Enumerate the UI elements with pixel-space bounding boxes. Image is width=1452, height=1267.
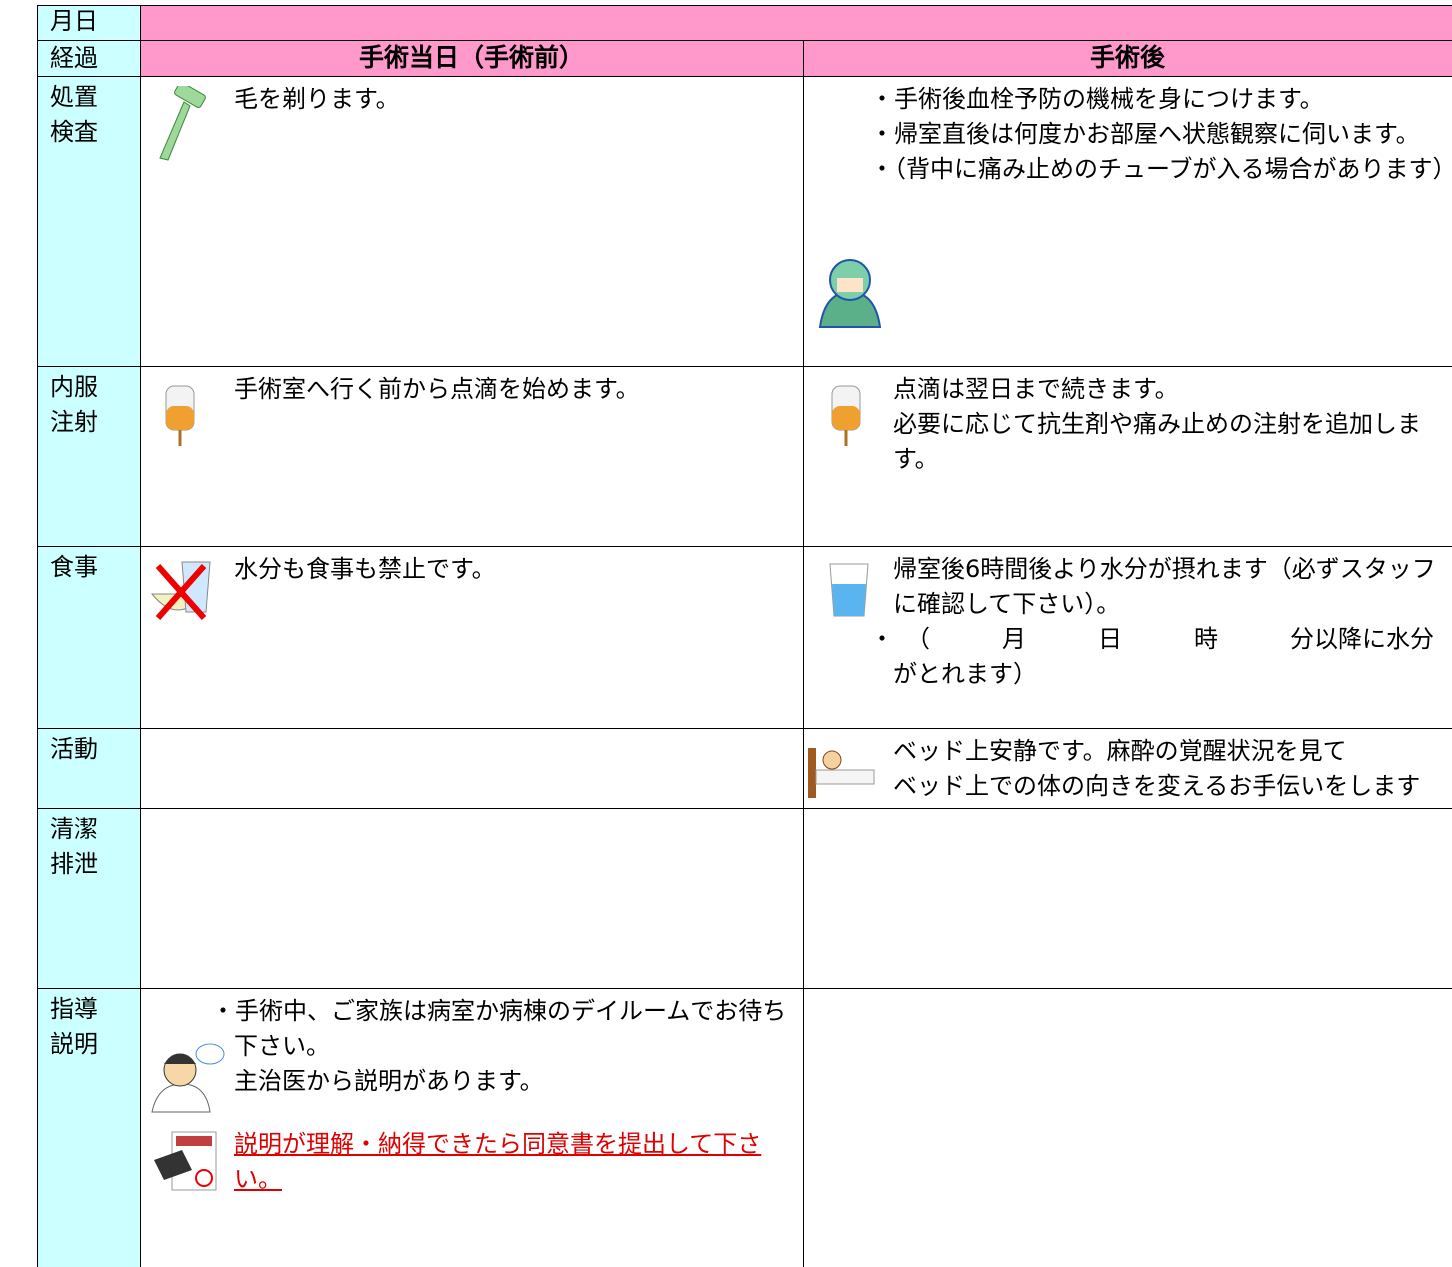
body-cell: [803, 808, 1452, 989]
date-cell: [140, 5, 1452, 41]
row-label-line: 活動: [50, 735, 98, 763]
label-cell: [37, 988, 141, 1267]
row-label-line: 食事: [50, 553, 98, 581]
row-label-line: 清潔: [50, 815, 98, 843]
text-line: 毛を剃ります。: [234, 85, 400, 113]
label-cell: [37, 76, 141, 367]
text-line: 水分も食事も禁止です。: [234, 555, 496, 583]
no-food-icon: [150, 561, 211, 620]
before-text: 水分も食事も禁止です。: [234, 552, 794, 587]
water-icon: [829, 563, 869, 617]
text-line: 主治医から説明があります。: [234, 1067, 544, 1095]
text-line: ・手術中、ご家族は病室か病棟のデイルームでお待ち下さい。: [211, 997, 787, 1060]
text-line: 必要に応じて抗生剤や痛み止めの注射を追加します。: [893, 410, 1421, 473]
row-label: 食事: [50, 550, 98, 585]
row-label: 内服 注射: [50, 370, 98, 440]
row-label-line: 内服: [50, 373, 98, 401]
doctor-icon: [151, 1043, 225, 1113]
text-line: ベッド上での体の向きを変えるお手伝いをします: [893, 772, 1421, 800]
body-cell: [803, 988, 1452, 1267]
razor-icon: [159, 86, 206, 161]
text-line: ・ （ 月 日 時 分以降に水分がとれます）: [870, 625, 1434, 688]
text-line: ・帰室直後は何度かお部屋へ状態観察に伺います。: [870, 120, 1420, 148]
nurse-icon: [818, 259, 882, 328]
iv-icon: [165, 385, 195, 446]
text-line: 手術室へ行く前から点滴を始めます。: [234, 375, 640, 403]
row-label-line: 排泄: [50, 850, 98, 878]
row-label-line: 説明: [50, 1030, 98, 1058]
progress-label-cell: [37, 40, 141, 77]
row-label: 処置 検査: [50, 80, 98, 150]
column-header: 手術後: [1089, 43, 1165, 72]
bed-icon: [808, 748, 875, 798]
body-cell: [140, 808, 804, 989]
before-text: 手術室へ行く前から点滴を始めます。: [234, 372, 794, 407]
iv-icon: [831, 385, 861, 446]
text-line: 点滴は翌日まで続きます。: [893, 375, 1179, 403]
text-line: ・（背中に痛み止めのチューブが入る場合があります）: [870, 155, 1452, 183]
row-label-line: 指導: [50, 995, 98, 1023]
consent-notice: 説明が理解・納得できたら同意書を提出して下さい。: [234, 1130, 762, 1193]
date-label: 月日: [50, 7, 98, 35]
progress-label: 経過: [50, 44, 98, 72]
row-label-line: 注射: [50, 408, 98, 436]
row-label: 指導 説明: [50, 992, 98, 1062]
body-cell: [140, 76, 804, 367]
text-line: ・手術後血栓予防の機械を身につけます。: [870, 85, 1324, 113]
after-text: 点滴は翌日まで続きます。必要に応じて抗生剤や痛み止めの注射を追加します。: [893, 372, 1452, 477]
date-label-cell: [37, 5, 141, 41]
row-label-line: 検査: [50, 118, 98, 146]
stamp-icon: [154, 1131, 217, 1191]
row-label: 清潔 排泄: [50, 812, 98, 882]
text-line: 帰室後6時間後より水分が摂れます（必ずスタッフに確認して下さい）。: [893, 555, 1436, 618]
after-text: 帰室後6時間後より水分が摂れます（必ずスタッフに確認して下さい）。・ （ 月 日…: [870, 552, 1452, 692]
column-header: 手術当日（手術前）: [358, 43, 584, 72]
row-label: 活動: [50, 732, 98, 767]
after-text: ベッド上安静です。麻酔の覚醒状況を見てベッド上での体の向きを変えるお手伝いをしま…: [893, 734, 1452, 804]
body-cell: [140, 728, 804, 809]
after-text: ・手術後血栓予防の機械を身につけます。・帰室直後は何度かお部屋へ状態観察に伺いま…: [870, 82, 1452, 187]
label-cell: [37, 728, 141, 809]
row-label-line: 処置: [50, 83, 98, 111]
before-text: 毛を剃ります。: [234, 82, 794, 117]
before-text: ・手術中、ご家族は病室か病棟のデイルームでお待ち下さい。主治医から説明があります…: [211, 994, 794, 1197]
text-line: ベッド上安静です。麻酔の覚醒状況を見て: [893, 737, 1347, 765]
